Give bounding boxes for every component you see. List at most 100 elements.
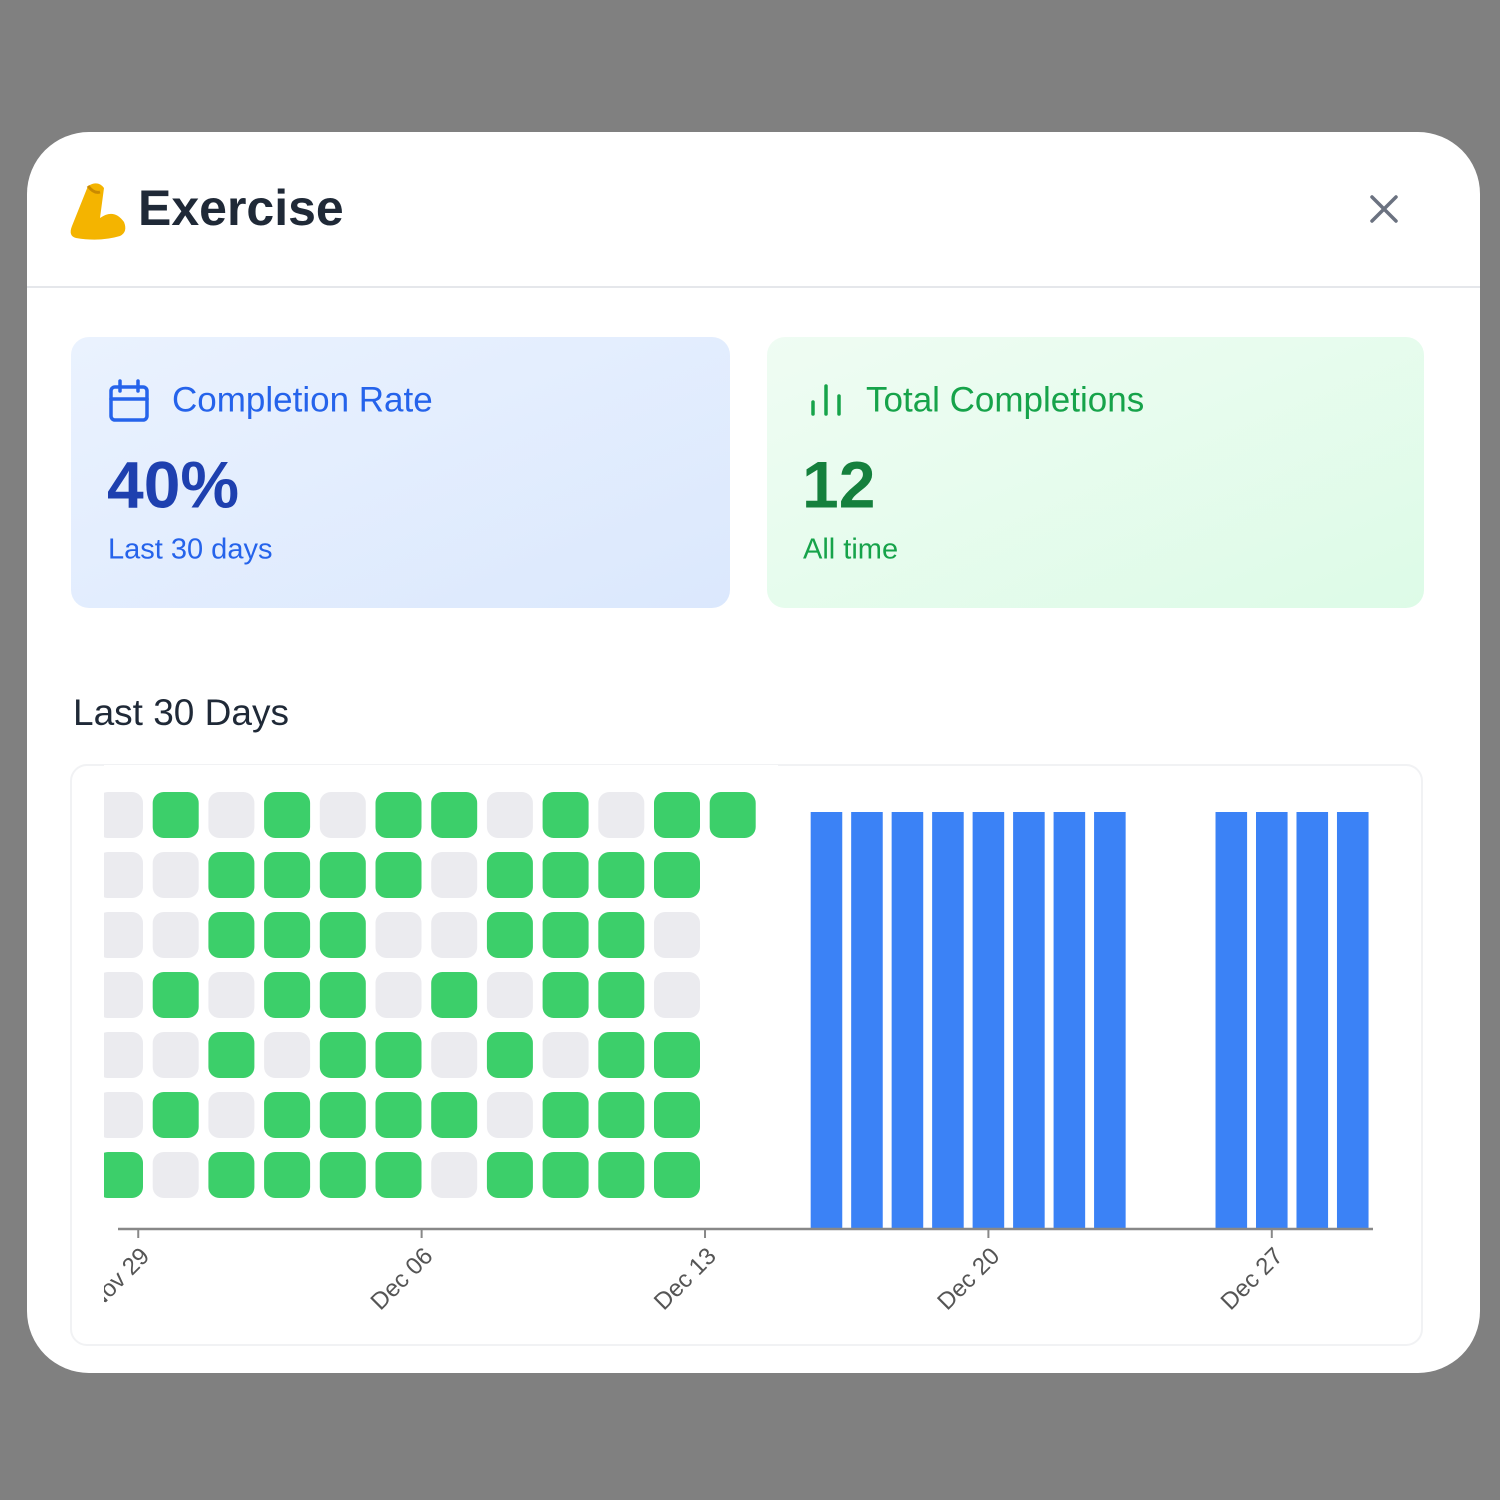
bar bbox=[851, 812, 883, 1229]
heatmap-cell bbox=[319, 1152, 366, 1198]
bar bbox=[972, 812, 1005, 1229]
heatmap-cell bbox=[486, 792, 533, 838]
heatmap-cell bbox=[375, 972, 422, 1018]
card-subtitle: All time bbox=[803, 534, 898, 566]
heatmap-cell bbox=[319, 1092, 366, 1138]
heatmap-cell bbox=[208, 1152, 255, 1198]
heatmap-cell bbox=[264, 852, 311, 898]
heatmap-cell bbox=[375, 1032, 422, 1078]
heatmap-cell bbox=[375, 912, 422, 958]
heatmap-cell bbox=[542, 1032, 589, 1078]
heatmap-cell bbox=[542, 792, 589, 838]
bar bbox=[1256, 812, 1288, 1229]
heatmap-cell bbox=[152, 852, 199, 898]
heatmap-cell bbox=[654, 852, 700, 898]
heatmap-cell bbox=[152, 792, 199, 838]
calendar-icon bbox=[109, 379, 149, 422]
heatmap-cell bbox=[598, 1032, 645, 1078]
heatmap-cell bbox=[208, 912, 255, 958]
heatmap-cell bbox=[152, 972, 199, 1018]
heatmap-cell bbox=[152, 1152, 199, 1198]
heatmap-cell bbox=[654, 972, 700, 1018]
bar bbox=[1013, 812, 1045, 1229]
heatmap-cell bbox=[431, 1152, 478, 1198]
heatmap-cell bbox=[264, 1092, 311, 1138]
heatmap-cell bbox=[598, 1092, 645, 1138]
heatmap-cell bbox=[208, 852, 255, 898]
heatmap-cell bbox=[152, 912, 199, 958]
heatmap-cell bbox=[264, 792, 311, 838]
heatmap-cell bbox=[654, 1092, 700, 1138]
heatmap-cell bbox=[598, 852, 645, 898]
heatmap-cell bbox=[264, 972, 311, 1018]
heatmap-cell bbox=[542, 912, 589, 958]
card-value: 40% bbox=[107, 447, 239, 521]
heatmap-cell bbox=[486, 972, 533, 1018]
heatmap-cell bbox=[486, 1032, 533, 1078]
chart: Nov 29 Dec 06 Dec 13 Dec 20 Dec 27 bbox=[104, 765, 1373, 1312]
section-title: Last 30 Days bbox=[73, 692, 289, 733]
card-value: 12 bbox=[802, 447, 875, 521]
heatmap-cell bbox=[208, 1032, 255, 1078]
heatmap-cell bbox=[319, 912, 366, 958]
heatmap-cell bbox=[598, 972, 645, 1018]
heatmap-cell bbox=[598, 1152, 645, 1198]
heatmap-cell bbox=[375, 1092, 422, 1138]
heatmap-cell bbox=[654, 1032, 700, 1078]
heatmap-cell bbox=[486, 1092, 533, 1138]
bar bbox=[1336, 812, 1369, 1229]
heatmap-cell bbox=[104, 972, 143, 1018]
heatmap-cell bbox=[486, 912, 533, 958]
heatmap-cell bbox=[104, 1152, 143, 1198]
heatmap-cell bbox=[152, 1092, 199, 1138]
arm-icon bbox=[70, 183, 126, 240]
heatmap-cell bbox=[208, 792, 255, 838]
heatmap-cell bbox=[319, 972, 366, 1018]
heatmap-cell bbox=[431, 1032, 478, 1078]
heatmap-cell bbox=[486, 1152, 533, 1198]
heatmap-cell bbox=[104, 1092, 143, 1138]
heatmap-cell bbox=[375, 1152, 422, 1198]
heatmap-cell bbox=[542, 1092, 589, 1138]
heatmap-cell bbox=[319, 1032, 366, 1078]
heatmap-cell bbox=[104, 792, 143, 838]
bar bbox=[1053, 812, 1086, 1229]
heatmap-cell bbox=[542, 1152, 589, 1198]
heatmap-cell bbox=[319, 852, 366, 898]
heatmap-cell bbox=[264, 1152, 311, 1198]
heatmap-cell bbox=[264, 1032, 311, 1078]
heatmap-cell bbox=[208, 972, 255, 1018]
heatmap-cell bbox=[542, 972, 589, 1018]
heatmap-cell bbox=[375, 792, 422, 838]
close-button[interactable] bbox=[1370, 195, 1398, 223]
heatmap-cell bbox=[598, 912, 645, 958]
heatmap-cell bbox=[104, 1032, 143, 1078]
heatmap-cell bbox=[152, 1032, 199, 1078]
total-card bbox=[767, 337, 1424, 608]
heatmap-cell bbox=[431, 1092, 478, 1138]
bar bbox=[1215, 812, 1248, 1229]
heatmap-cell bbox=[654, 1152, 700, 1198]
heatmap-cell bbox=[104, 852, 143, 898]
bar bbox=[891, 812, 924, 1229]
heatmap-cell bbox=[375, 852, 422, 898]
bar bbox=[1094, 812, 1126, 1229]
card-subtitle: Last 30 days bbox=[108, 534, 272, 566]
bar bbox=[1296, 812, 1329, 1229]
heatmap-cell bbox=[264, 912, 311, 958]
heatmap-cell bbox=[431, 972, 478, 1018]
card-title: Completion Rate bbox=[172, 380, 433, 419]
bar bbox=[810, 812, 843, 1229]
card-title: Total Completions bbox=[866, 380, 1144, 419]
heatmap-cell bbox=[486, 852, 533, 898]
heatmap-cell bbox=[598, 792, 645, 838]
heatmap-cell bbox=[431, 852, 478, 898]
bar-icon bbox=[811, 384, 841, 416]
heatmap-cell bbox=[431, 912, 478, 958]
heatmap-cell bbox=[104, 912, 143, 958]
heatmap-cell bbox=[654, 912, 700, 958]
heatmap-cell bbox=[709, 792, 756, 838]
heatmap-cell bbox=[319, 792, 366, 838]
